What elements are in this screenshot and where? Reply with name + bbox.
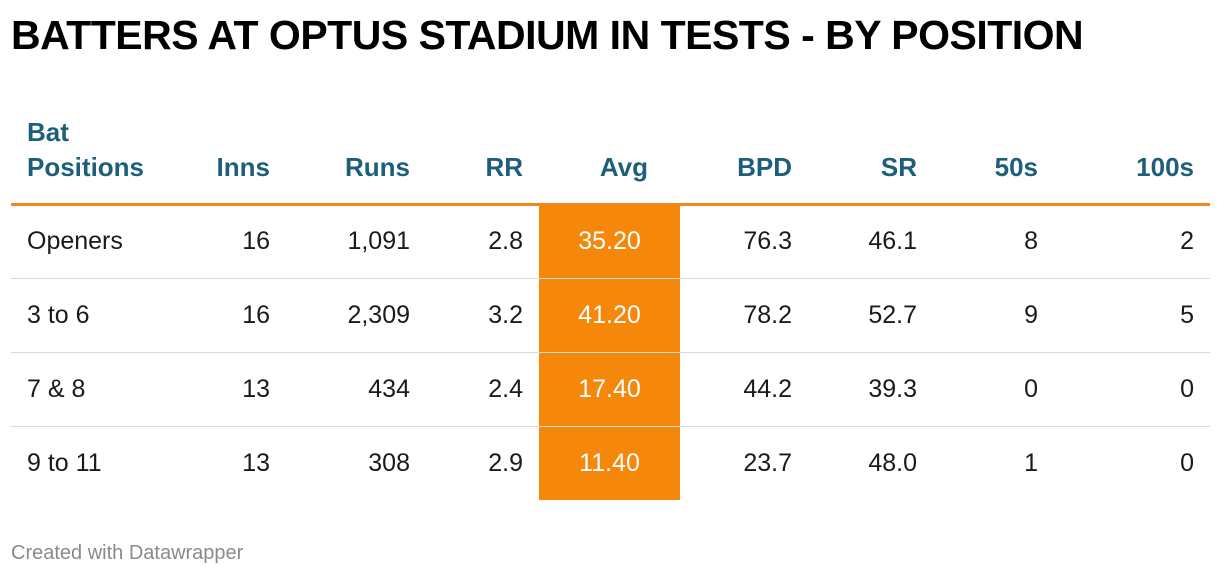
table-row: Openers 16 1,091 2.8 35.20 76.3 46.1 8 2: [11, 204, 1210, 279]
table-row: 3 to 6 16 2,309 3.2 41.20 78.2 52.7 9 5: [11, 278, 1210, 353]
cell-inns: 16: [186, 278, 286, 353]
cell-runs: 308: [368, 448, 410, 477]
column-header-runs: Runs: [286, 114, 426, 206]
column-header-bat-positions: Bat Positions: [11, 114, 186, 206]
cell-bat-positions: 3 to 6: [11, 278, 186, 353]
cell-rr: 2.4: [426, 352, 539, 427]
cell-runs: 2,309: [286, 278, 426, 353]
datawrapper-credit: Created with Datawrapper: [11, 542, 244, 564]
table-header-row: Bat Positions Inns Runs RR Avg BPD SR 50s 100s: [11, 114, 1210, 206]
cell-bpd: 76.3: [680, 204, 808, 279]
column-header-50s: 50s: [933, 114, 1054, 206]
cell-50s: 9: [933, 278, 1054, 353]
cell-inns: 13: [186, 352, 286, 427]
column-header-inns: Inns: [186, 114, 286, 206]
cell-inns: 13: [242, 448, 270, 477]
cell-rr: 2.9: [488, 448, 523, 477]
cell-avg: 17.40: [539, 352, 680, 427]
cell-sr: 48.0: [868, 448, 917, 477]
cell-100s: 0: [1180, 448, 1194, 477]
cell-50s: 1: [1024, 448, 1038, 477]
cell-rr: 3.2: [426, 278, 539, 353]
table-row: 9 to 11 13 308 2.9 11.40 23.7 48.0 1 0: [11, 426, 1210, 500]
cell-bpd: 44.2: [680, 352, 808, 427]
column-header-rr: RR: [426, 114, 539, 206]
cell-inns: 16: [186, 204, 286, 279]
column-header-avg: Avg: [539, 114, 680, 206]
column-header-100s: 100s: [1054, 114, 1210, 206]
cell-bat-positions: Openers: [11, 204, 186, 279]
stats-table: Bat Positions Inns Runs RR Avg BPD SR 50s 100s O…: [11, 114, 1210, 500]
column-header-bpd: BPD: [680, 114, 808, 206]
cell-bat-positions: 9 to 11: [27, 448, 102, 477]
cell-100s: 5: [1054, 278, 1210, 353]
cell-rr: 2.8: [426, 204, 539, 279]
cell-bpd: 23.7: [743, 448, 792, 477]
table-row: 7 & 8 13 434 2.4 17.40 44.2 39.3 0 0: [11, 352, 1210, 427]
cell-50s: 0: [933, 352, 1054, 427]
cell-50s: 8: [933, 204, 1054, 279]
cell-sr: 46.1: [808, 204, 933, 279]
cell-100s: 0: [1054, 352, 1210, 427]
cell-avg: 35.20: [539, 204, 680, 279]
column-header-sr: SR: [808, 114, 933, 206]
cell-sr: 39.3: [808, 352, 933, 427]
cell-runs: 434: [286, 352, 426, 427]
cell-100s: 2: [1054, 204, 1210, 279]
table-body: Openers 16 1,091 2.8 35.20 76.3 46.1 8 2 3 to 6 16…: [11, 204, 1210, 500]
cell-avg: 11.40: [539, 426, 680, 500]
cell-bat-positions: 7 & 8: [11, 352, 186, 427]
cell-avg: 41.20: [539, 278, 680, 353]
cell-sr: 52.7: [808, 278, 933, 353]
chart-title: BATTERS AT OPTUS STADIUM IN TESTS - BY P…: [11, 12, 1084, 58]
cell-bpd: 78.2: [680, 278, 808, 353]
cell-runs: 1,091: [286, 204, 426, 279]
